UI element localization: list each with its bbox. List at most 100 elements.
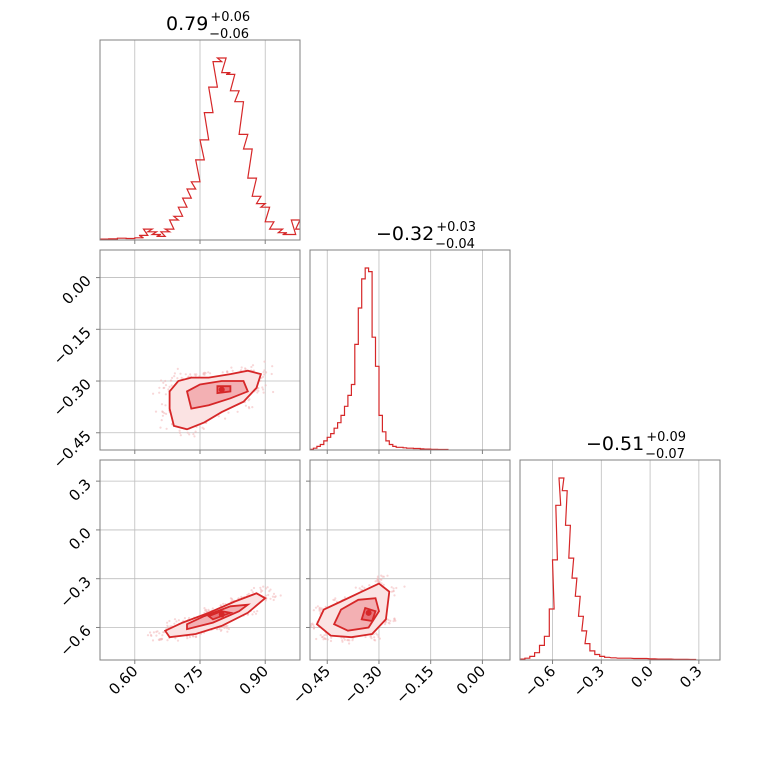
sample-point bbox=[226, 630, 229, 633]
sample-point bbox=[262, 585, 265, 588]
sample-point bbox=[373, 636, 376, 639]
sample-point bbox=[231, 369, 234, 372]
panel-frame bbox=[309, 249, 511, 451]
sample-point bbox=[256, 610, 259, 613]
sample-point bbox=[227, 627, 230, 631]
panel-p0-p0: 0.79 +0.06 −0.06 bbox=[99, 10, 301, 244]
scatter-p1-p2 bbox=[305, 574, 406, 645]
sample-point bbox=[263, 373, 266, 376]
sample-point bbox=[178, 431, 182, 434]
sample-point bbox=[193, 373, 196, 376]
sample-point bbox=[173, 372, 176, 375]
sample-point bbox=[189, 373, 192, 376]
sample-point bbox=[330, 636, 333, 639]
sample-point bbox=[374, 580, 377, 583]
sample-point bbox=[388, 622, 391, 625]
sample-point bbox=[326, 638, 329, 641]
sample-point bbox=[201, 426, 204, 429]
sample-point bbox=[250, 589, 253, 592]
sample-point bbox=[161, 410, 164, 413]
title-p0: 0.79 +0.06 −0.06 bbox=[166, 10, 250, 42]
sample-point bbox=[236, 410, 239, 413]
sample-point bbox=[154, 410, 158, 413]
x-tick-label: 0.60 bbox=[105, 662, 141, 698]
sample-point bbox=[152, 631, 155, 634]
sample-point bbox=[270, 372, 273, 376]
sample-point bbox=[164, 393, 167, 396]
sample-point bbox=[152, 392, 155, 395]
sample-point bbox=[188, 636, 192, 639]
x-tick-label: −0.3 bbox=[570, 662, 608, 700]
x-tick-label: 0.75 bbox=[170, 662, 206, 698]
sample-point bbox=[221, 371, 224, 374]
sample-point bbox=[310, 624, 313, 628]
panel-p2-p1: −0.45 −0.30 −0.15 0.00 bbox=[289, 459, 511, 707]
contour-line-middle bbox=[185, 380, 249, 410]
sample-point bbox=[240, 595, 243, 598]
sample-point bbox=[149, 631, 152, 634]
sample-point bbox=[160, 379, 163, 382]
histogram-p1 bbox=[310, 267, 449, 450]
sample-point bbox=[230, 366, 233, 369]
sample-point bbox=[264, 594, 267, 597]
sample-point bbox=[204, 372, 207, 375]
sample-point bbox=[171, 376, 174, 379]
sample-point bbox=[323, 637, 327, 640]
sample-point bbox=[279, 594, 282, 597]
sample-point bbox=[360, 588, 363, 592]
sample-point bbox=[262, 375, 265, 378]
sample-point bbox=[341, 640, 344, 643]
sample-point bbox=[158, 391, 161, 394]
title-p2: −0.51 +0.09 −0.07 bbox=[586, 430, 686, 462]
x-tick-label: 0.3 bbox=[676, 662, 706, 692]
sample-point bbox=[259, 379, 262, 382]
sample-point bbox=[305, 622, 307, 624]
x-tick-label: −0.45 bbox=[289, 662, 334, 707]
sample-point bbox=[306, 624, 308, 626]
title-plus: +0.09 bbox=[646, 430, 686, 445]
sample-point bbox=[226, 370, 229, 373]
sample-point bbox=[220, 628, 223, 632]
sample-point bbox=[177, 619, 180, 622]
sample-point bbox=[158, 386, 161, 389]
sample-point bbox=[315, 637, 318, 641]
sample-point bbox=[167, 626, 170, 629]
sample-point bbox=[163, 386, 166, 389]
sample-point bbox=[174, 637, 177, 640]
sample-point bbox=[173, 622, 176, 625]
sample-point bbox=[166, 639, 169, 642]
sample-point bbox=[377, 635, 380, 639]
sample-point bbox=[167, 388, 170, 391]
sample-point bbox=[361, 585, 364, 588]
sample-point bbox=[224, 417, 227, 420]
sample-point bbox=[262, 371, 265, 374]
sample-point bbox=[240, 366, 243, 369]
sample-point bbox=[162, 381, 165, 384]
panel-frame bbox=[519, 459, 721, 661]
sample-point bbox=[380, 578, 383, 581]
sample-point bbox=[343, 596, 346, 599]
title-plus: +0.03 bbox=[436, 220, 476, 235]
sample-point bbox=[247, 406, 250, 409]
sample-point bbox=[168, 385, 171, 388]
sample-point bbox=[387, 618, 390, 622]
sample-point bbox=[393, 594, 396, 597]
sample-point bbox=[262, 391, 265, 394]
sample-point bbox=[193, 435, 196, 438]
sample-point bbox=[257, 389, 260, 392]
sample-point bbox=[250, 365, 253, 369]
contour-fill-middle bbox=[187, 381, 248, 409]
scatter-p0-p2 bbox=[146, 585, 282, 642]
sample-point bbox=[363, 586, 366, 590]
sample-point bbox=[179, 372, 182, 375]
sample-point bbox=[274, 595, 277, 598]
title-median: −0.51 bbox=[586, 433, 644, 455]
sample-point bbox=[364, 635, 367, 639]
sample-point bbox=[264, 384, 267, 387]
contour-line-inner bbox=[216, 385, 232, 395]
contour-peak bbox=[365, 609, 372, 616]
y-tick-label: 0.00 bbox=[58, 272, 94, 308]
sample-point bbox=[146, 634, 150, 637]
sample-point bbox=[271, 365, 274, 368]
